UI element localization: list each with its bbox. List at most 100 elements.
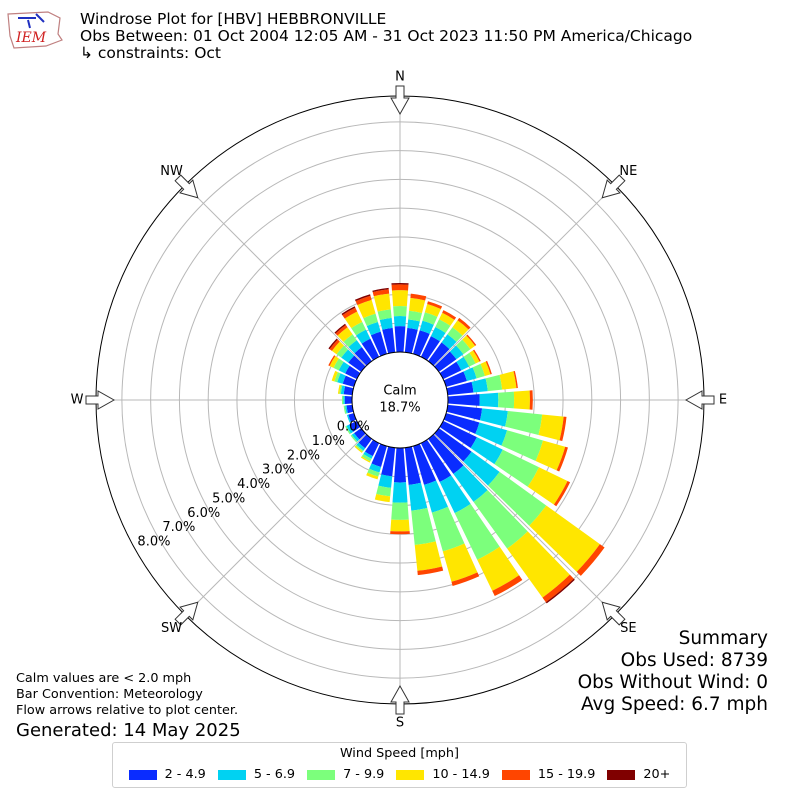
flow-arrow-icon <box>601 601 626 626</box>
windrose-bar-segment <box>344 395 353 405</box>
radial-tick-label: 4.0% <box>237 477 270 492</box>
radial-tick-label: 6.0% <box>187 506 220 521</box>
windrose-bar-segment <box>446 381 474 396</box>
windrose-bar-segment <box>361 453 372 462</box>
legend-swatch <box>307 769 336 780</box>
windrose-bar-segment <box>341 349 355 363</box>
calm-label: Calm <box>383 384 416 399</box>
grid-spoke <box>184 184 367 367</box>
windrose-bar-segment <box>479 392 499 408</box>
legend-item: 10 - 14.9 <box>396 767 490 782</box>
windrose-bar-segment <box>393 316 407 327</box>
legend-swatch <box>607 769 636 780</box>
windrose-bar-segment <box>428 434 464 474</box>
windrose-bar-segment <box>443 413 480 434</box>
radial-tick-label: 2.0% <box>287 448 320 463</box>
direction-label: S <box>396 716 404 731</box>
legend-swatch <box>501 769 530 780</box>
windrose-bar-segment <box>470 437 503 465</box>
windrose-bar-segment <box>439 475 471 514</box>
windrose-bar-segment <box>342 307 358 319</box>
windrose-bar-segment <box>430 327 446 342</box>
radial-tick-label: 5.0% <box>212 491 245 506</box>
legend-swatch <box>217 769 246 780</box>
windrose-bar-segment <box>361 338 380 361</box>
windrose-bar-segment <box>409 297 426 314</box>
windrose-bar-segment <box>447 394 480 406</box>
direction-label: SE <box>620 621 636 636</box>
windrose-bar-segment <box>439 312 455 326</box>
windrose-bar-segment <box>434 428 472 462</box>
windrose-bar-segment <box>538 414 564 441</box>
windrose-bar-segment <box>431 506 465 552</box>
windrose-bar-segment <box>355 444 364 452</box>
flow-arrow-icon <box>85 390 116 410</box>
bar-convention: Bar Convention: Meteorology <box>16 687 203 702</box>
chart-title: Windrose Plot for [HBV] HEBBRONVILLE <box>80 10 387 28</box>
grid-spoke <box>184 433 367 616</box>
windrose-bar-segment <box>449 345 464 360</box>
windrose-bar-segment <box>456 356 470 371</box>
legend-title: Wind Speed [mph] <box>339 746 460 761</box>
obs-used: Obs Used: 8739 <box>620 650 768 671</box>
windrose-bar-segment <box>463 367 477 382</box>
windrose-bar-segment <box>410 293 427 301</box>
windrose-bar-segment <box>394 326 406 353</box>
legend-swatch <box>128 769 157 780</box>
windrose-bar-segment <box>367 468 380 477</box>
flow-arrow-icon <box>684 390 715 410</box>
radial-tick-label: 1.0% <box>312 434 345 449</box>
windrose-bar-segment <box>342 375 357 387</box>
windrose-bar-segment <box>414 541 443 571</box>
windrose-bar-segment <box>377 309 392 321</box>
windrose-bar-segment <box>480 361 491 376</box>
grid-spoke <box>433 184 616 367</box>
windrose-bar-segment <box>329 339 340 351</box>
legend-items: 2 - 4.9 5 - 6.9 7 - 9.9 10 - 14.9 15 - 19.9 2… <box>113 767 686 782</box>
windrose-bar-segment <box>354 445 363 453</box>
windrose-bar-segment <box>442 310 457 320</box>
windrose-bar-segment <box>527 467 568 505</box>
windrose-bar-segment <box>446 404 483 421</box>
windrose-bar-segment <box>366 472 379 480</box>
windrose-bar-segment <box>341 395 344 405</box>
windrose-bar-segment <box>329 356 339 368</box>
windrose-bar-segment <box>356 329 371 344</box>
windrose-bar-segment <box>542 574 574 603</box>
flow-arrow-icon <box>601 174 626 199</box>
windrose-bar-segment <box>360 456 371 463</box>
windrose-bar-segment <box>434 351 457 372</box>
legend-item: 20+ <box>607 767 670 782</box>
legend-item: 5 - 6.9 <box>217 767 295 782</box>
windrose-bar-segment <box>343 405 347 414</box>
windrose-bar-segment <box>337 384 341 394</box>
windrose-bar-segment <box>492 575 523 597</box>
windrose-bar-segment <box>553 480 571 507</box>
windrose-bar-segment <box>344 311 363 329</box>
windrose-bar-segment <box>529 390 533 410</box>
notes-panel: Calm values are < 2.0 mph Bar Convention… <box>16 671 241 742</box>
windrose-bar-segment <box>428 342 450 366</box>
windrose-bar-segment <box>499 371 517 390</box>
windrose-bar-segment <box>392 482 408 503</box>
windrose-bar-segment <box>463 451 500 486</box>
windrose-bar-segment <box>559 416 567 442</box>
windrose-bar-segment <box>348 340 362 354</box>
constraints: ↳ constraints: Oct <box>80 44 221 62</box>
windrose-bar-segment <box>424 303 441 317</box>
windrose-bar-segment <box>345 425 351 435</box>
direction-label: N <box>395 70 405 85</box>
windrose-bar-segment <box>513 390 530 410</box>
calm-circle <box>351 351 449 449</box>
windrose-bar-segment <box>369 463 382 473</box>
windrose-bar-segment <box>435 319 451 333</box>
windrose-bar-segment <box>349 420 361 432</box>
direction-label: E <box>719 393 727 408</box>
windrose-bar-segment <box>391 282 409 285</box>
windrose-bar-segment <box>336 345 349 358</box>
windrose-bar-segment <box>529 505 600 572</box>
windrose-bar-segment <box>447 327 463 342</box>
windrose-bar-segment <box>346 424 354 434</box>
windrose-bar-segment <box>379 317 393 330</box>
windrose-bar-segment <box>466 334 477 346</box>
